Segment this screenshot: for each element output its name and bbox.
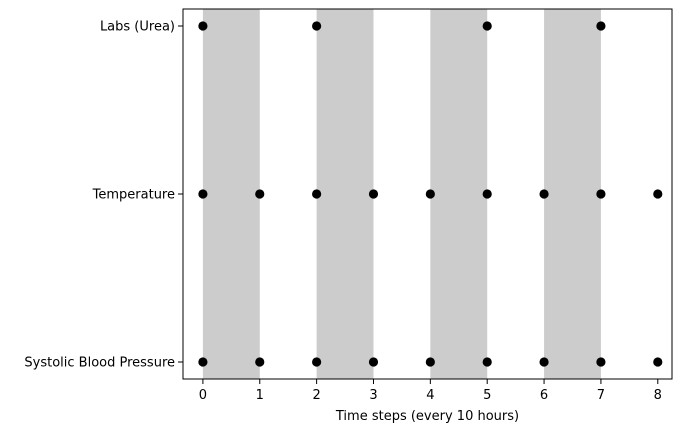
- point-labs-urea-t0: [198, 21, 208, 31]
- x-tick-label-8: 8: [654, 388, 662, 403]
- shaded-intervals: [202, 9, 601, 379]
- point-systolic-blood-pressure-t1: [255, 357, 265, 367]
- x-tick-label-6: 6: [540, 388, 548, 403]
- point-temperature-t7: [596, 189, 606, 199]
- point-temperature-t4: [425, 189, 435, 199]
- x-tick-label-1: 1: [256, 388, 264, 403]
- point-systolic-blood-pressure-t7: [596, 357, 606, 367]
- point-temperature-t1: [255, 189, 265, 199]
- point-labs-urea-t2: [312, 21, 322, 31]
- shaded-interval-6-7: [544, 9, 601, 379]
- point-labs-urea-t5: [482, 21, 492, 31]
- y-tick-label-systolic-blood-pressure: Systolic Blood Pressure: [24, 356, 175, 371]
- point-temperature-t3: [368, 189, 379, 199]
- data-points: [198, 21, 663, 367]
- shaded-interval-4-5: [430, 9, 488, 379]
- x-tick-label-0: 0: [199, 388, 207, 403]
- shaded-interval-0-1: [202, 9, 260, 379]
- point-systolic-blood-pressure-t4: [425, 357, 435, 367]
- x-tick-label-4: 4: [426, 388, 434, 403]
- point-temperature-t2: [312, 189, 322, 199]
- y-axis-ticks: Systolic Blood Pressure Temperature Labs (…: [24, 20, 183, 371]
- x-tick-label-7: 7: [597, 388, 605, 403]
- point-systolic-blood-pressure-t0: [198, 357, 208, 367]
- y-tick-label-temperature: Temperature: [92, 188, 175, 203]
- x-axis-ticks: 0 1 2 3 4 5 6 7 8: [199, 379, 662, 403]
- x-tick-label-2: 2: [312, 388, 320, 403]
- x-axis-label: Time steps (every 10 hours): [335, 409, 519, 424]
- point-temperature-t5: [482, 189, 492, 199]
- point-labs-urea-t7: [596, 21, 606, 31]
- point-systolic-blood-pressure-t3: [368, 357, 379, 367]
- point-systolic-blood-pressure-t2: [312, 357, 322, 367]
- point-systolic-blood-pressure-t8: [653, 357, 663, 367]
- point-temperature-t8: [653, 189, 663, 199]
- x-tick-label-3: 3: [369, 388, 377, 403]
- point-temperature-t0: [198, 189, 208, 199]
- point-systolic-blood-pressure-t5: [482, 357, 492, 367]
- point-systolic-blood-pressure-t6: [539, 357, 549, 367]
- point-temperature-t6: [539, 189, 549, 199]
- y-tick-label-labs-urea: Labs (Urea): [100, 20, 175, 35]
- shaded-interval-2-3: [316, 9, 374, 379]
- x-tick-label-5: 5: [483, 388, 491, 403]
